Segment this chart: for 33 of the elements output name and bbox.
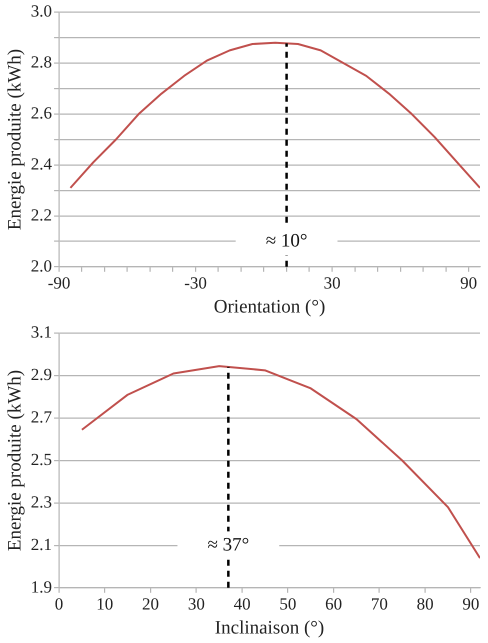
- y-tick-label: 2.2: [30, 205, 52, 224]
- ref-line-label: ≈ 10°: [266, 230, 308, 252]
- y-tick-label: 2.4: [30, 154, 53, 174]
- y-tick-label: 2.3: [30, 492, 52, 512]
- x-tick-label: 40: [234, 594, 251, 614]
- y-axis-title: Energie produite (kWh): [4, 48, 26, 230]
- y-tick-label: 1.9: [30, 577, 52, 596]
- x-tick-label: 50: [279, 594, 296, 614]
- y-tick-label: 3.1: [30, 322, 52, 342]
- text: 3.0: [30, 2, 52, 21]
- x-tick-label: 30: [188, 594, 205, 614]
- x-axis-title: Orientation (°): [214, 296, 326, 318]
- x-tick-label: -30: [184, 273, 207, 292]
- x-tick-label: 80: [416, 594, 434, 614]
- x-tick-label: 90: [462, 594, 480, 614]
- x-tick-label: 20: [142, 594, 160, 614]
- y-tick-label: 2.6: [30, 104, 52, 123]
- ref-line-label: ≈ 37°: [207, 534, 250, 556]
- x-tick-label: 60: [325, 594, 342, 614]
- y-tick-label: 2.9: [30, 365, 52, 384]
- y-axis-title: Energie produite (kWh): [4, 370, 26, 552]
- y-tick-label: 2.7: [30, 408, 53, 427]
- y-tick-label: 2.8: [30, 52, 52, 72]
- x-tick-label: 10: [96, 594, 114, 614]
- x-tick-label: 0: [54, 594, 64, 614]
- x-tick-label: 30: [324, 273, 341, 292]
- text: 2.0: [30, 256, 52, 276]
- y-tick-label: 2.1: [30, 534, 52, 554]
- x-tick-label: 90: [460, 273, 478, 292]
- x-tick-label: 70: [370, 594, 388, 614]
- x-tick-label: -90: [48, 273, 70, 292]
- x-axis-title: Inclinaison (°): [214, 618, 324, 639]
- y-tick-label: 2.5: [30, 450, 52, 469]
